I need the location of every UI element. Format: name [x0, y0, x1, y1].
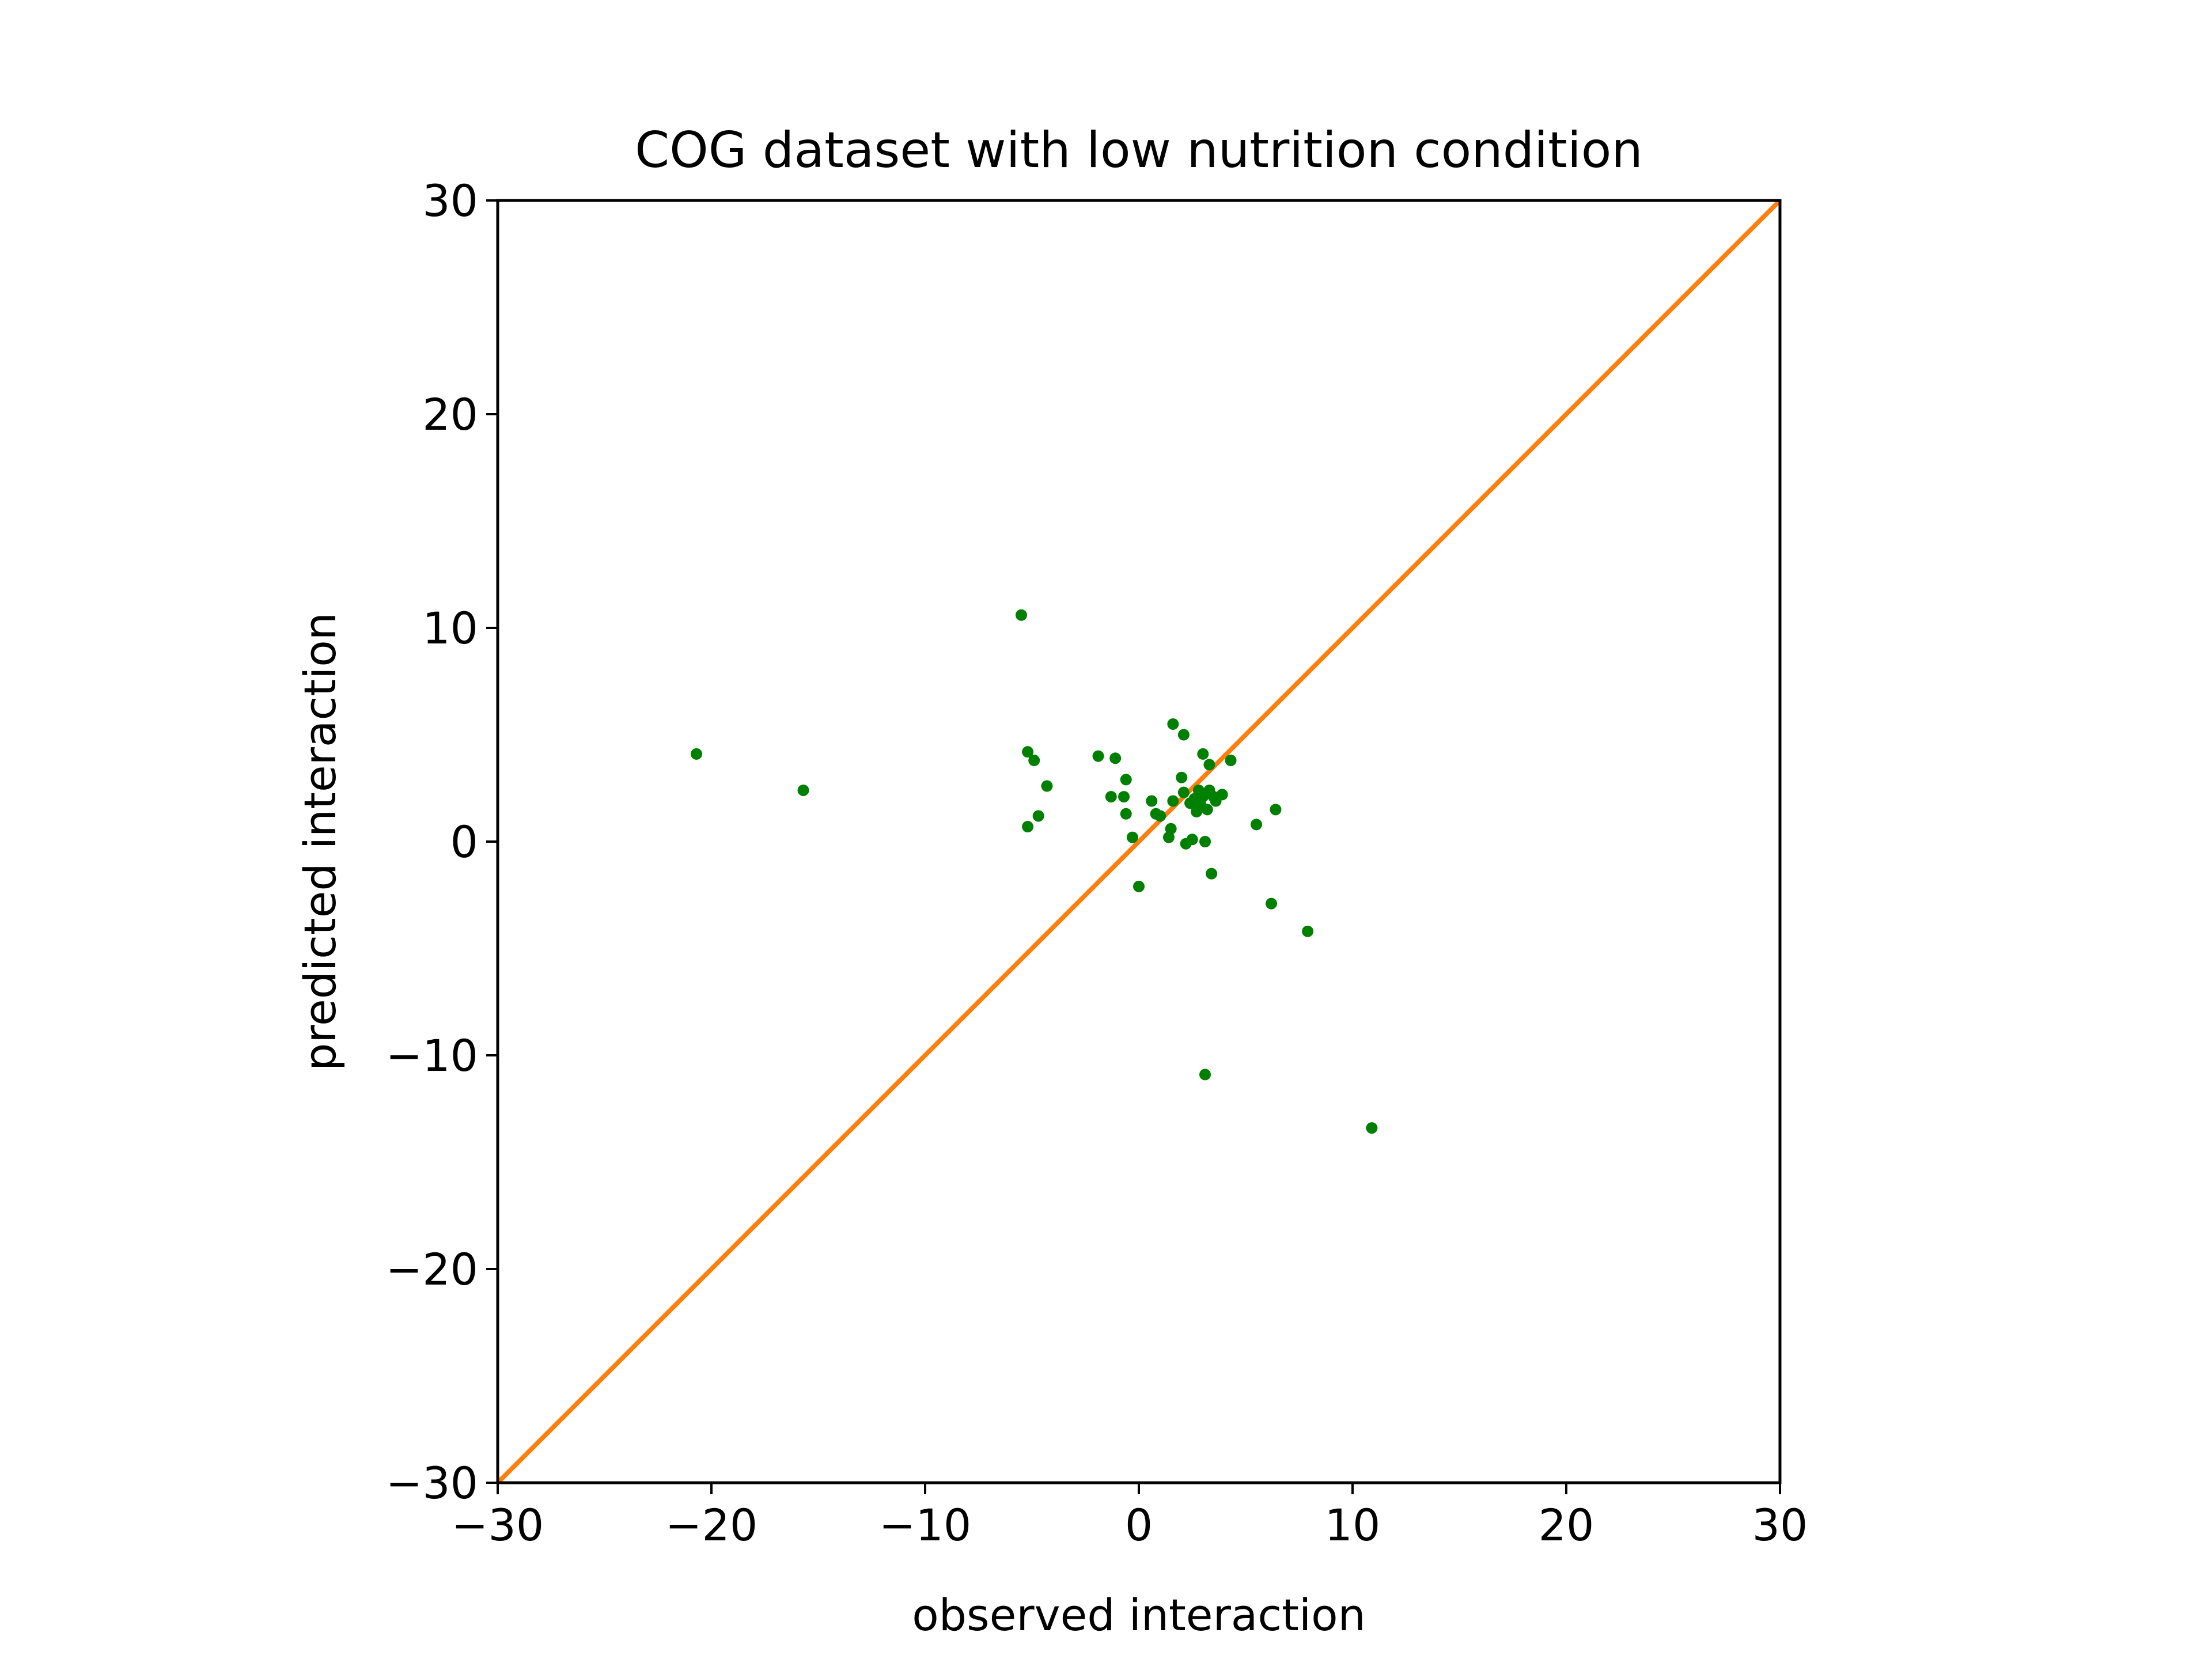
x-tick-label: 20 — [1539, 1499, 1594, 1551]
data-point — [1225, 755, 1237, 767]
y-axis-label: predicted interaction — [294, 612, 346, 1071]
data-point — [1216, 789, 1228, 801]
data-point — [1201, 804, 1213, 816]
data-point — [1366, 1122, 1378, 1134]
chart-title: COG dataset with low nutrition condition — [635, 122, 1643, 179]
data-point — [1177, 729, 1190, 741]
x-axis-label: observed interaction — [912, 1589, 1366, 1641]
data-point — [1270, 804, 1282, 816]
data-point — [1177, 786, 1190, 798]
data-point — [1266, 897, 1278, 910]
data-points — [691, 609, 1378, 1134]
data-point — [1206, 868, 1218, 880]
data-point — [1197, 748, 1209, 760]
data-point — [1133, 880, 1145, 892]
data-point — [691, 748, 703, 760]
data-point — [1092, 750, 1104, 762]
x-tick-label: 10 — [1325, 1499, 1381, 1551]
data-point — [1186, 834, 1198, 846]
x-tick-label: 0 — [1125, 1499, 1153, 1551]
data-point — [1146, 795, 1158, 807]
data-point — [1032, 810, 1044, 822]
data-point — [1126, 831, 1138, 843]
data-point — [1022, 746, 1034, 758]
data-point — [1154, 810, 1166, 822]
data-point — [1167, 718, 1179, 730]
x-axis-ticks: −30 −20 −10 0 10 20 30 — [452, 1483, 1808, 1551]
data-point — [1120, 808, 1132, 820]
data-point — [1167, 795, 1179, 807]
data-point — [1118, 791, 1130, 803]
y-tick-label: 10 — [422, 603, 478, 654]
data-point — [1199, 836, 1211, 847]
data-point — [1203, 759, 1215, 771]
y-tick-label: 20 — [422, 389, 478, 440]
data-point — [1105, 791, 1117, 803]
y-tick-label: −30 — [386, 1457, 478, 1509]
data-point — [1162, 831, 1175, 843]
y-axis-ticks: −30 −20 −10 0 10 20 30 — [386, 175, 498, 1509]
data-point — [1176, 771, 1188, 783]
x-tick-label: −20 — [665, 1499, 757, 1551]
x-tick-label: 30 — [1752, 1499, 1808, 1551]
x-tick-label: −30 — [452, 1499, 544, 1551]
data-point — [797, 784, 809, 796]
y-tick-label: 0 — [450, 816, 478, 868]
data-point — [1028, 755, 1040, 767]
data-point — [1015, 609, 1027, 621]
data-point — [1251, 819, 1263, 831]
data-point — [1120, 774, 1132, 786]
data-point — [1109, 752, 1122, 764]
reference-line-layer — [496, 199, 1782, 1484]
x-tick-label: −10 — [879, 1499, 971, 1551]
y-tick-label: −10 — [386, 1030, 478, 1081]
reference-line — [496, 199, 1782, 1484]
data-point — [1022, 821, 1034, 833]
y-tick-label: 30 — [422, 175, 478, 226]
data-point — [1041, 780, 1053, 792]
data-point — [1199, 1069, 1211, 1081]
data-point — [1302, 925, 1314, 937]
y-tick-label: −20 — [386, 1244, 478, 1295]
